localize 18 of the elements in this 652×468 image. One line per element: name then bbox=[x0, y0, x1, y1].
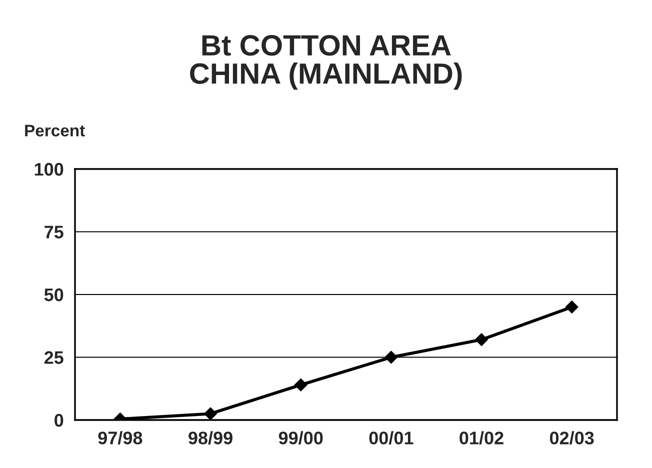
x-tick-label: 97/98 bbox=[98, 431, 142, 445]
x-tick-label: 00/01 bbox=[369, 431, 414, 445]
point bbox=[475, 333, 488, 346]
y-tick-label: 25 bbox=[44, 351, 64, 364]
point bbox=[294, 378, 308, 392]
y-axis-title: Percent bbox=[25, 124, 85, 136]
x-tick-label: 02/03 bbox=[550, 431, 594, 445]
point bbox=[565, 300, 578, 314]
x-tick-label: 99/00 bbox=[278, 431, 323, 445]
y-tick-label: 100 bbox=[34, 162, 64, 176]
chart-title: Bt COTTON AREA CHINA (MAINLAND) bbox=[190, 35, 462, 90]
point bbox=[384, 350, 398, 364]
y-tick-label: 50 bbox=[44, 288, 64, 302]
y-tick-label: 0 bbox=[54, 414, 64, 427]
y-tick-label: 75 bbox=[44, 226, 64, 238]
x-tick-label: 98/99 bbox=[188, 431, 232, 445]
x-tick-label: 01/02 bbox=[460, 431, 504, 445]
point bbox=[204, 407, 217, 420]
